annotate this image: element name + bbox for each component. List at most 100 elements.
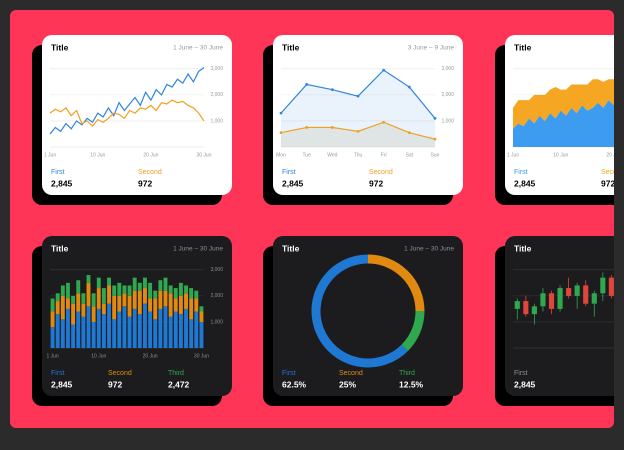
bar-segment xyxy=(96,288,101,309)
bar-segment xyxy=(163,277,168,291)
bar-segment xyxy=(101,303,106,315)
legend-value: 2,845 xyxy=(514,379,536,389)
point xyxy=(382,68,386,72)
bar-segment xyxy=(117,311,122,348)
legend-name: First xyxy=(51,370,65,377)
bar-segment xyxy=(168,293,173,317)
bar-segment xyxy=(127,295,132,317)
bar-segment xyxy=(60,285,65,296)
y-tick-label: 3,000 xyxy=(441,66,454,72)
legend-name: Second xyxy=(601,169,624,176)
x-tick-label: Mon xyxy=(276,152,286,158)
bar-segment xyxy=(178,314,183,348)
x-tick-label: Fri xyxy=(381,152,387,158)
x-tick-label: Sun xyxy=(431,152,440,158)
bar-segment xyxy=(101,314,106,348)
bar-segment xyxy=(91,321,96,348)
card-date: 3 June – 9 June xyxy=(408,45,455,52)
legend-name: Third xyxy=(399,370,415,377)
bar-segment xyxy=(112,285,117,296)
bar-segment xyxy=(71,295,76,304)
legend-name: First xyxy=(282,169,296,176)
card-title: Title xyxy=(282,243,300,253)
x-tick-label: 20 Jun xyxy=(606,152,621,158)
bar-segment xyxy=(86,282,91,307)
card-title: Title xyxy=(514,42,532,52)
x-tick-label: Wed xyxy=(327,152,337,158)
bar-segment xyxy=(158,280,163,291)
point xyxy=(382,120,386,124)
bar-segment xyxy=(173,288,178,299)
legend-value: 2,845 xyxy=(51,379,73,389)
candle-body xyxy=(574,285,580,296)
bar-segment xyxy=(137,314,142,348)
bar-segment xyxy=(76,293,81,312)
x-tick-label: 20 Jun xyxy=(143,353,158,359)
y-tick-label: 2,000 xyxy=(210,92,223,98)
legend-name: Second xyxy=(369,169,393,176)
bar-segment xyxy=(71,324,76,348)
bar-segment xyxy=(86,306,91,348)
legend-value: 2,472 xyxy=(168,379,190,389)
candle-body xyxy=(531,306,537,315)
point xyxy=(356,94,360,98)
x-tick-label: 10 Jun xyxy=(91,353,106,359)
bar-segment xyxy=(50,327,55,348)
bar-segment xyxy=(60,295,65,320)
candle-body xyxy=(540,293,546,307)
bar-segment xyxy=(163,306,168,348)
bar-segment xyxy=(143,303,147,348)
bar-segment xyxy=(143,288,147,304)
bar-segment xyxy=(184,285,188,294)
bar-segment xyxy=(148,282,153,299)
bar-segment xyxy=(112,295,117,320)
candle-body xyxy=(608,277,614,296)
card-date: 1 June – 30 June xyxy=(173,45,223,52)
y-tick-label: 1,000 xyxy=(441,118,454,124)
bar-segment xyxy=(199,321,204,348)
card-title: Title xyxy=(51,42,69,52)
x-tick-label: Sat xyxy=(406,152,414,158)
bar-segment xyxy=(184,308,188,348)
legend-name: Second xyxy=(138,169,162,176)
bar-segment xyxy=(189,288,194,299)
bar-segment xyxy=(173,298,178,312)
area-series xyxy=(513,92,614,147)
bar-segment xyxy=(199,311,204,322)
bar-segment xyxy=(199,306,204,312)
bar-segment xyxy=(81,303,86,317)
y-tick-label: 3,000 xyxy=(210,66,223,72)
bar-segment xyxy=(163,290,168,307)
point xyxy=(356,129,360,133)
bar-segment xyxy=(132,308,137,348)
y-tick-label: 3,000 xyxy=(210,267,223,273)
card-grid: Title 1 June – 30 June 1,000 2,000 3,000 1 Ju… xyxy=(32,35,624,406)
x-tick-label: 10 Jun xyxy=(553,152,568,158)
bar-segment xyxy=(168,285,173,294)
bar-segment xyxy=(81,293,86,304)
bar-segment xyxy=(148,298,153,312)
card: Title 1 June – 30 June 1,000 2,000 3,000 1 Ju… xyxy=(32,236,232,406)
legend-value: 2,845 xyxy=(282,178,304,188)
point xyxy=(305,83,309,86)
bar-segment xyxy=(153,298,158,320)
legend-name: Second xyxy=(339,370,363,377)
x-tick-label: Thu xyxy=(354,152,363,158)
candle-body xyxy=(557,288,563,309)
bar-segment xyxy=(71,303,76,325)
y-tick-label: 2,000 xyxy=(210,293,223,299)
bar-segment xyxy=(184,293,188,309)
bar-segment xyxy=(76,311,81,348)
legend-name: First xyxy=(514,370,528,377)
card-body xyxy=(273,236,463,396)
bar-segment xyxy=(127,316,132,348)
point xyxy=(433,137,437,141)
point xyxy=(407,85,411,89)
bar-segment xyxy=(112,319,117,348)
x-tick-label: 20 Jun xyxy=(143,152,158,158)
card-body xyxy=(42,236,232,396)
bar-segment xyxy=(107,285,111,304)
bar-segment xyxy=(117,282,122,296)
